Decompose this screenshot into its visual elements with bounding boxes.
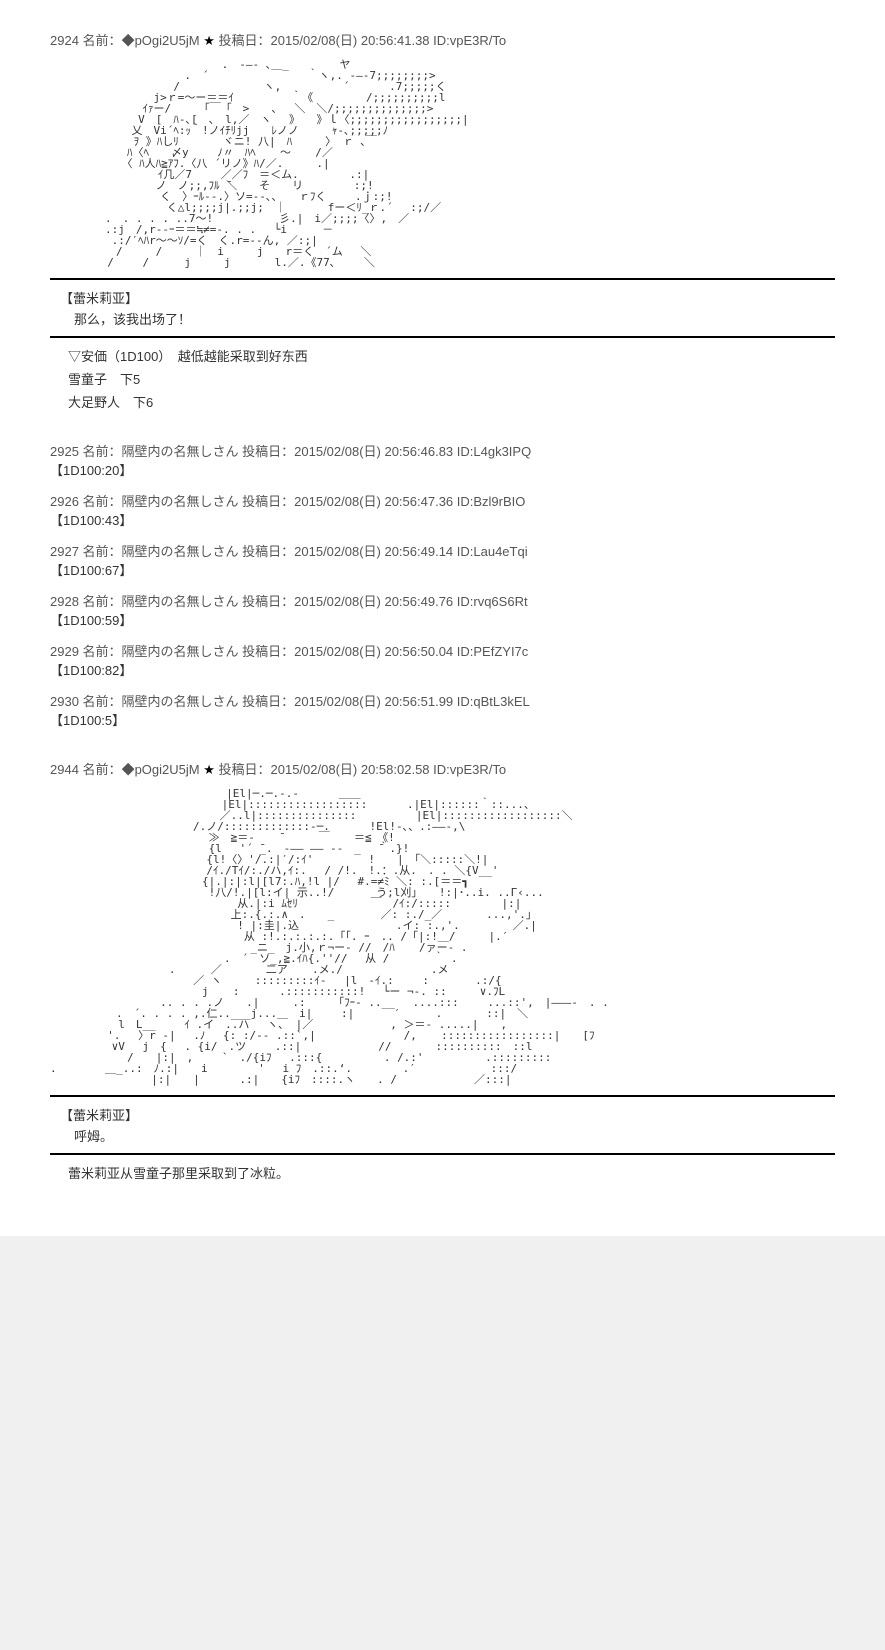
main-post-2: 2944 名前：◆pOgi2U5jM ★ 投稿日：2015/02/08(日) 2… bbox=[50, 759, 835, 1182]
info-line: 雪童子 下5 bbox=[68, 369, 835, 388]
divider bbox=[50, 336, 835, 338]
ascii-art-1: . -―- ､＿_ ヤ . ´ ｀ヽ,. -―-7;;;;;;;;> / ヽ, … bbox=[50, 59, 835, 268]
reply-post: 2929 名前：隔壁内の名無しさん 投稿日：2015/02/08(日) 20:5… bbox=[50, 641, 835, 679]
post-id: vpE3R/To bbox=[450, 33, 506, 48]
character-name: 【蕾米莉亚】 bbox=[60, 288, 835, 307]
ascii-art-2: |El|─.─.-.- ＿＿ |El|:::::::::::::::::: .|… bbox=[50, 788, 835, 1085]
post-date: 2015/02/08(日) 20:56:41.38 bbox=[271, 33, 430, 48]
reply-header: 2930 名前：隔壁内の名無しさん 投稿日：2015/02/08(日) 20:5… bbox=[50, 691, 835, 710]
reply-body: 【1D100:43】 bbox=[50, 510, 835, 529]
reply-body: 【1D100:5】 bbox=[50, 710, 835, 729]
reply-body: 【1D100:59】 bbox=[50, 610, 835, 629]
reply-post: 2925 名前：隔壁内の名無しさん 投稿日：2015/02/08(日) 20:5… bbox=[50, 441, 835, 479]
reply-body: 【1D100:82】 bbox=[50, 660, 835, 679]
reply-body: 【1D100:20】 bbox=[50, 460, 835, 479]
character-name: 【蕾米莉亚】 bbox=[60, 1105, 835, 1124]
reply-post: 2928 名前：隔壁内の名無しさん 投稿日：2015/02/08(日) 20:5… bbox=[50, 591, 835, 629]
post-trip: ◆pOgi2U5jM bbox=[122, 762, 200, 777]
star-icon: ★ bbox=[203, 762, 215, 777]
reply-header: 2928 名前：隔壁内の名無しさん 投稿日：2015/02/08(日) 20:5… bbox=[50, 591, 835, 610]
reply-header: 2929 名前：隔壁内の名無しさん 投稿日：2015/02/08(日) 20:5… bbox=[50, 641, 835, 660]
name-label: 名前： bbox=[83, 762, 122, 777]
divider bbox=[50, 278, 835, 280]
divider bbox=[50, 1153, 835, 1155]
dialogue-text: 那么，该我出场了！ bbox=[74, 309, 835, 328]
page-container: 2924 名前：◆pOgi2U5jM ★ 投稿日：2015/02/08(日) 2… bbox=[0, 0, 885, 1236]
id-label: ID: bbox=[433, 762, 450, 777]
post-header: 2944 名前：◆pOgi2U5jM ★ 投稿日：2015/02/08(日) 2… bbox=[50, 759, 835, 778]
post-trip: ◆pOgi2U5jM bbox=[122, 33, 200, 48]
info-line: 大足野人 下6 bbox=[68, 392, 835, 411]
reply-header: 2927 名前：隔壁内の名無しさん 投稿日：2015/02/08(日) 20:5… bbox=[50, 541, 835, 560]
name-label: 名前： bbox=[83, 33, 122, 48]
reply-header: 2926 名前：隔壁内の名無しさん 投稿日：2015/02/08(日) 20:5… bbox=[50, 491, 835, 510]
reply-post: 2930 名前：隔壁内の名無しさん 投稿日：2015/02/08(日) 20:5… bbox=[50, 691, 835, 729]
reply-post: 2926 名前：隔壁内の名無しさん 投稿日：2015/02/08(日) 20:5… bbox=[50, 491, 835, 529]
id-label: ID: bbox=[433, 33, 450, 48]
divider bbox=[50, 1095, 835, 1097]
date-label: 投稿日： bbox=[219, 762, 271, 777]
replies-section: 2925 名前：隔壁内の名無しさん 投稿日：2015/02/08(日) 20:5… bbox=[50, 441, 835, 729]
info-line: 蕾米莉亚从雪童子那里采取到了冰粒。 bbox=[68, 1163, 835, 1182]
post-header: 2924 名前：◆pOgi2U5jM ★ 投稿日：2015/02/08(日) 2… bbox=[50, 30, 835, 49]
post-date: 2015/02/08(日) 20:58:02.58 bbox=[271, 762, 430, 777]
reply-post: 2927 名前：隔壁内の名無しさん 投稿日：2015/02/08(日) 20:5… bbox=[50, 541, 835, 579]
dialogue-text: 呼姆。 bbox=[74, 1126, 835, 1145]
post-number: 2944 bbox=[50, 762, 79, 777]
reply-body: 【1D100:67】 bbox=[50, 560, 835, 579]
star-icon: ★ bbox=[203, 33, 215, 48]
info-line: ▽安価（1D100） 越低越能采取到好东西 bbox=[68, 346, 835, 365]
post-id: vpE3R/To bbox=[450, 762, 506, 777]
date-label: 投稿日： bbox=[219, 33, 271, 48]
post-number: 2924 bbox=[50, 33, 79, 48]
main-post-1: 2924 名前：◆pOgi2U5jM ★ 投稿日：2015/02/08(日) 2… bbox=[50, 30, 835, 411]
reply-header: 2925 名前：隔壁内の名無しさん 投稿日：2015/02/08(日) 20:5… bbox=[50, 441, 835, 460]
